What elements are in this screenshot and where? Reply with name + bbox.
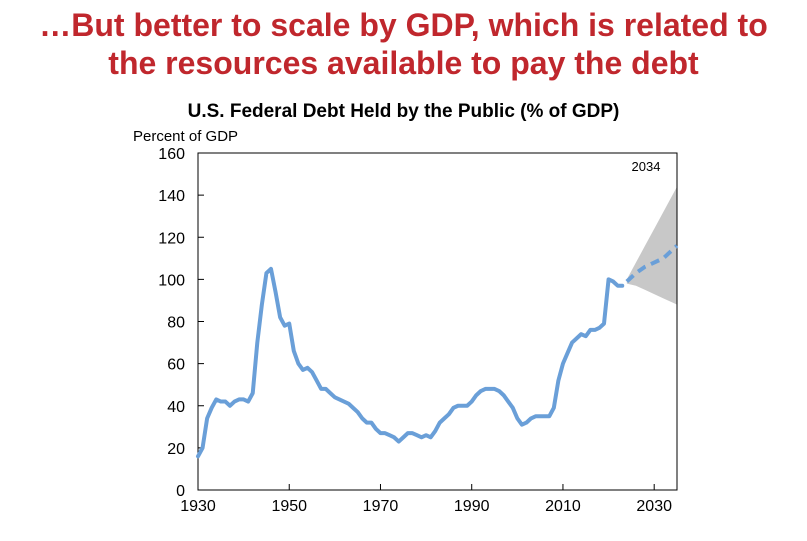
- projection-uncertainty-band: [626, 186, 677, 305]
- x-tick-label: 1970: [363, 498, 399, 515]
- x-tick-label: 1990: [454, 498, 490, 515]
- projected-debt-line: [625, 244, 679, 283]
- y-tick-label: 160: [158, 146, 185, 163]
- y-tick-label: 0: [176, 483, 185, 500]
- y-tick-label: 80: [167, 315, 185, 332]
- y-axis-label: Percent of GDP: [133, 128, 239, 145]
- headline-line-2: the resources available to pay the debt: [108, 45, 699, 81]
- slide-headline: …But better to scale by GDP, which is re…: [0, 6, 807, 82]
- x-tick-label: 2030: [636, 498, 672, 515]
- chart-title: U.S. Federal Debt Held by the Public (% …: [187, 101, 620, 122]
- x-tick-label: 1950: [271, 498, 307, 515]
- x-tick-label: 2010: [545, 498, 581, 515]
- x-tick-label: 1930: [180, 498, 216, 515]
- y-tick-label: 60: [167, 357, 185, 374]
- historical-debt-line: [196, 266, 625, 459]
- projection-year-annotation: 2034: [632, 159, 661, 174]
- y-tick-label: 40: [167, 399, 185, 416]
- y-tick-label: 120: [158, 230, 185, 247]
- y-tick-label: 140: [158, 188, 185, 205]
- y-tick-label: 20: [167, 441, 185, 458]
- headline-line-1: …But better to scale by GDP, which is re…: [39, 7, 768, 43]
- y-tick-label: 100: [158, 272, 185, 289]
